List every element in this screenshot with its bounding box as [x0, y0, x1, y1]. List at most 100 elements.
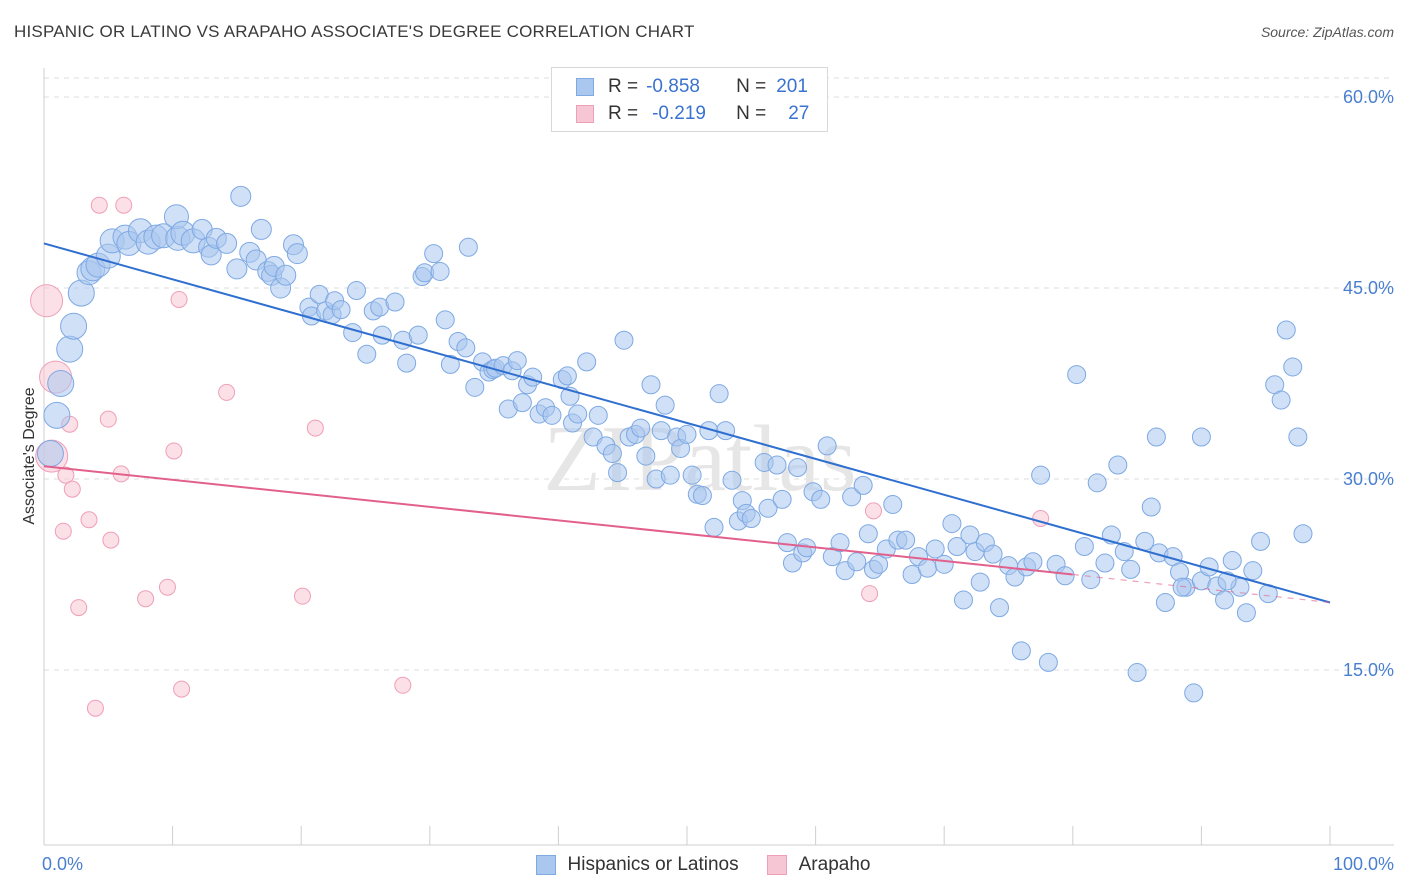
chart-source: Source: ZipAtlas.com: [1260, 24, 1394, 40]
hispanic-point: [226, 258, 248, 280]
hispanic-point: [357, 344, 377, 364]
y-tick-label: 60.0%: [1343, 87, 1394, 107]
hispanic-point: [614, 330, 634, 350]
hispanic-point: [853, 475, 873, 495]
hispanic-point: [692, 486, 712, 506]
hispanic-point: [458, 237, 478, 257]
hispanic-point: [1271, 390, 1291, 410]
hispanic-point: [1172, 577, 1192, 597]
hispanic-point: [883, 494, 903, 514]
arapaho-points: [30, 196, 1050, 717]
legend-label: Hispanics or Latinos: [567, 854, 739, 875]
hispanic-point: [43, 401, 71, 429]
hispanic-point: [1127, 663, 1147, 683]
legend-swatch-pink: [576, 105, 594, 123]
hispanic-point: [631, 418, 651, 438]
arapaho-point: [115, 196, 133, 214]
arapaho-point: [90, 196, 108, 214]
hispanic-point: [811, 489, 831, 509]
arapaho-point: [80, 511, 98, 529]
arapaho-point: [394, 676, 412, 694]
hispanic-point: [1288, 427, 1308, 447]
hispanic-point: [641, 375, 661, 395]
hispanic-point: [588, 405, 608, 425]
x-tick-label: 0.0%: [42, 854, 83, 874]
hispanic-point: [507, 351, 527, 371]
legend-swatch-blue: [576, 78, 594, 96]
hispanic-point: [1191, 427, 1211, 447]
hispanic-point: [817, 436, 837, 456]
arapaho-point: [86, 699, 104, 717]
arapaho-point: [158, 578, 176, 596]
chart-title: HISPANIC OR LATINO VS ARAPAHO ASSOCIATE'…: [14, 22, 695, 41]
hispanic-point: [577, 352, 597, 372]
arapaho-point: [99, 410, 117, 428]
legend-row-arapaho: R = -0.219 N = 27: [576, 101, 809, 127]
hispanic-point: [56, 335, 84, 363]
hispanic-point: [275, 264, 297, 286]
hispanic-point: [869, 554, 889, 574]
hispanic-point: [1184, 683, 1204, 703]
x-tick-label: 100.0%: [1333, 854, 1394, 874]
hispanic-trendline: [43, 242, 1331, 604]
hispanic-point: [346, 281, 366, 301]
hispanic-point: [1146, 427, 1166, 447]
hispanic-point: [602, 444, 622, 464]
hispanic-point: [942, 514, 962, 534]
hispanic-point: [542, 405, 562, 425]
arapaho-point: [293, 587, 311, 605]
hispanic-point: [250, 218, 272, 240]
hispanic-point: [385, 292, 405, 312]
hispanic-point: [704, 517, 724, 537]
legend-item-arapaho: Arapaho: [766, 854, 871, 876]
trendlines: [43, 242, 1331, 604]
hispanic-point: [655, 395, 675, 415]
r-label: R =: [608, 103, 639, 124]
hispanic-point: [456, 338, 476, 358]
hispanic-point: [1121, 559, 1141, 579]
r-label: R =: [608, 76, 639, 97]
hispanic-point: [397, 353, 417, 373]
hispanic-point: [1155, 593, 1175, 613]
y-tick-label: 30.0%: [1343, 469, 1394, 489]
hispanic-point: [917, 558, 937, 578]
hispanic-point: [1011, 641, 1031, 661]
hispanic-point: [557, 366, 577, 386]
hispanic-point: [1108, 455, 1128, 475]
hispanic-points: [36, 185, 1313, 703]
hispanic-point: [1236, 603, 1256, 623]
hispanic-point: [424, 244, 444, 264]
hispanic-point: [858, 524, 878, 544]
hispanic-point: [331, 300, 351, 320]
hispanic-point: [722, 470, 742, 490]
legend-swatch-pink: [766, 855, 787, 875]
n-value: 201: [776, 76, 808, 97]
legend-label: Arapaho: [798, 854, 871, 875]
r-value: -0.858: [646, 76, 700, 97]
hispanic-point: [1215, 590, 1235, 610]
series-legend: Hispanics or Latinos Arapaho: [0, 852, 1406, 878]
hispanic-point: [440, 354, 460, 374]
arapaho-point: [137, 590, 155, 608]
y-tick-label: 45.0%: [1343, 278, 1394, 298]
arapaho-point: [102, 531, 120, 549]
n-label: N =: [736, 103, 767, 124]
hispanic-point: [758, 498, 778, 518]
hispanic-point: [1067, 365, 1087, 385]
hispanic-point: [741, 508, 761, 528]
hispanic-point: [216, 232, 238, 254]
hispanic-point: [788, 458, 808, 478]
y-axis-title: Associate's Degree: [21, 387, 38, 524]
legend-row-hispanic: R = -0.858 N = 201: [576, 74, 808, 100]
arapaho-point: [70, 599, 88, 617]
arapaho-point: [63, 480, 81, 498]
hispanic-point: [772, 489, 792, 509]
hispanic-point: [1081, 570, 1101, 590]
hispanic-point: [230, 185, 252, 207]
hispanic-point: [286, 243, 308, 265]
legend-item-hispanic: Hispanics or Latinos: [535, 854, 739, 876]
arapaho-point: [165, 442, 183, 460]
hispanic-point: [47, 370, 75, 397]
hispanic-point: [1141, 497, 1161, 517]
hispanic-point: [925, 539, 945, 559]
